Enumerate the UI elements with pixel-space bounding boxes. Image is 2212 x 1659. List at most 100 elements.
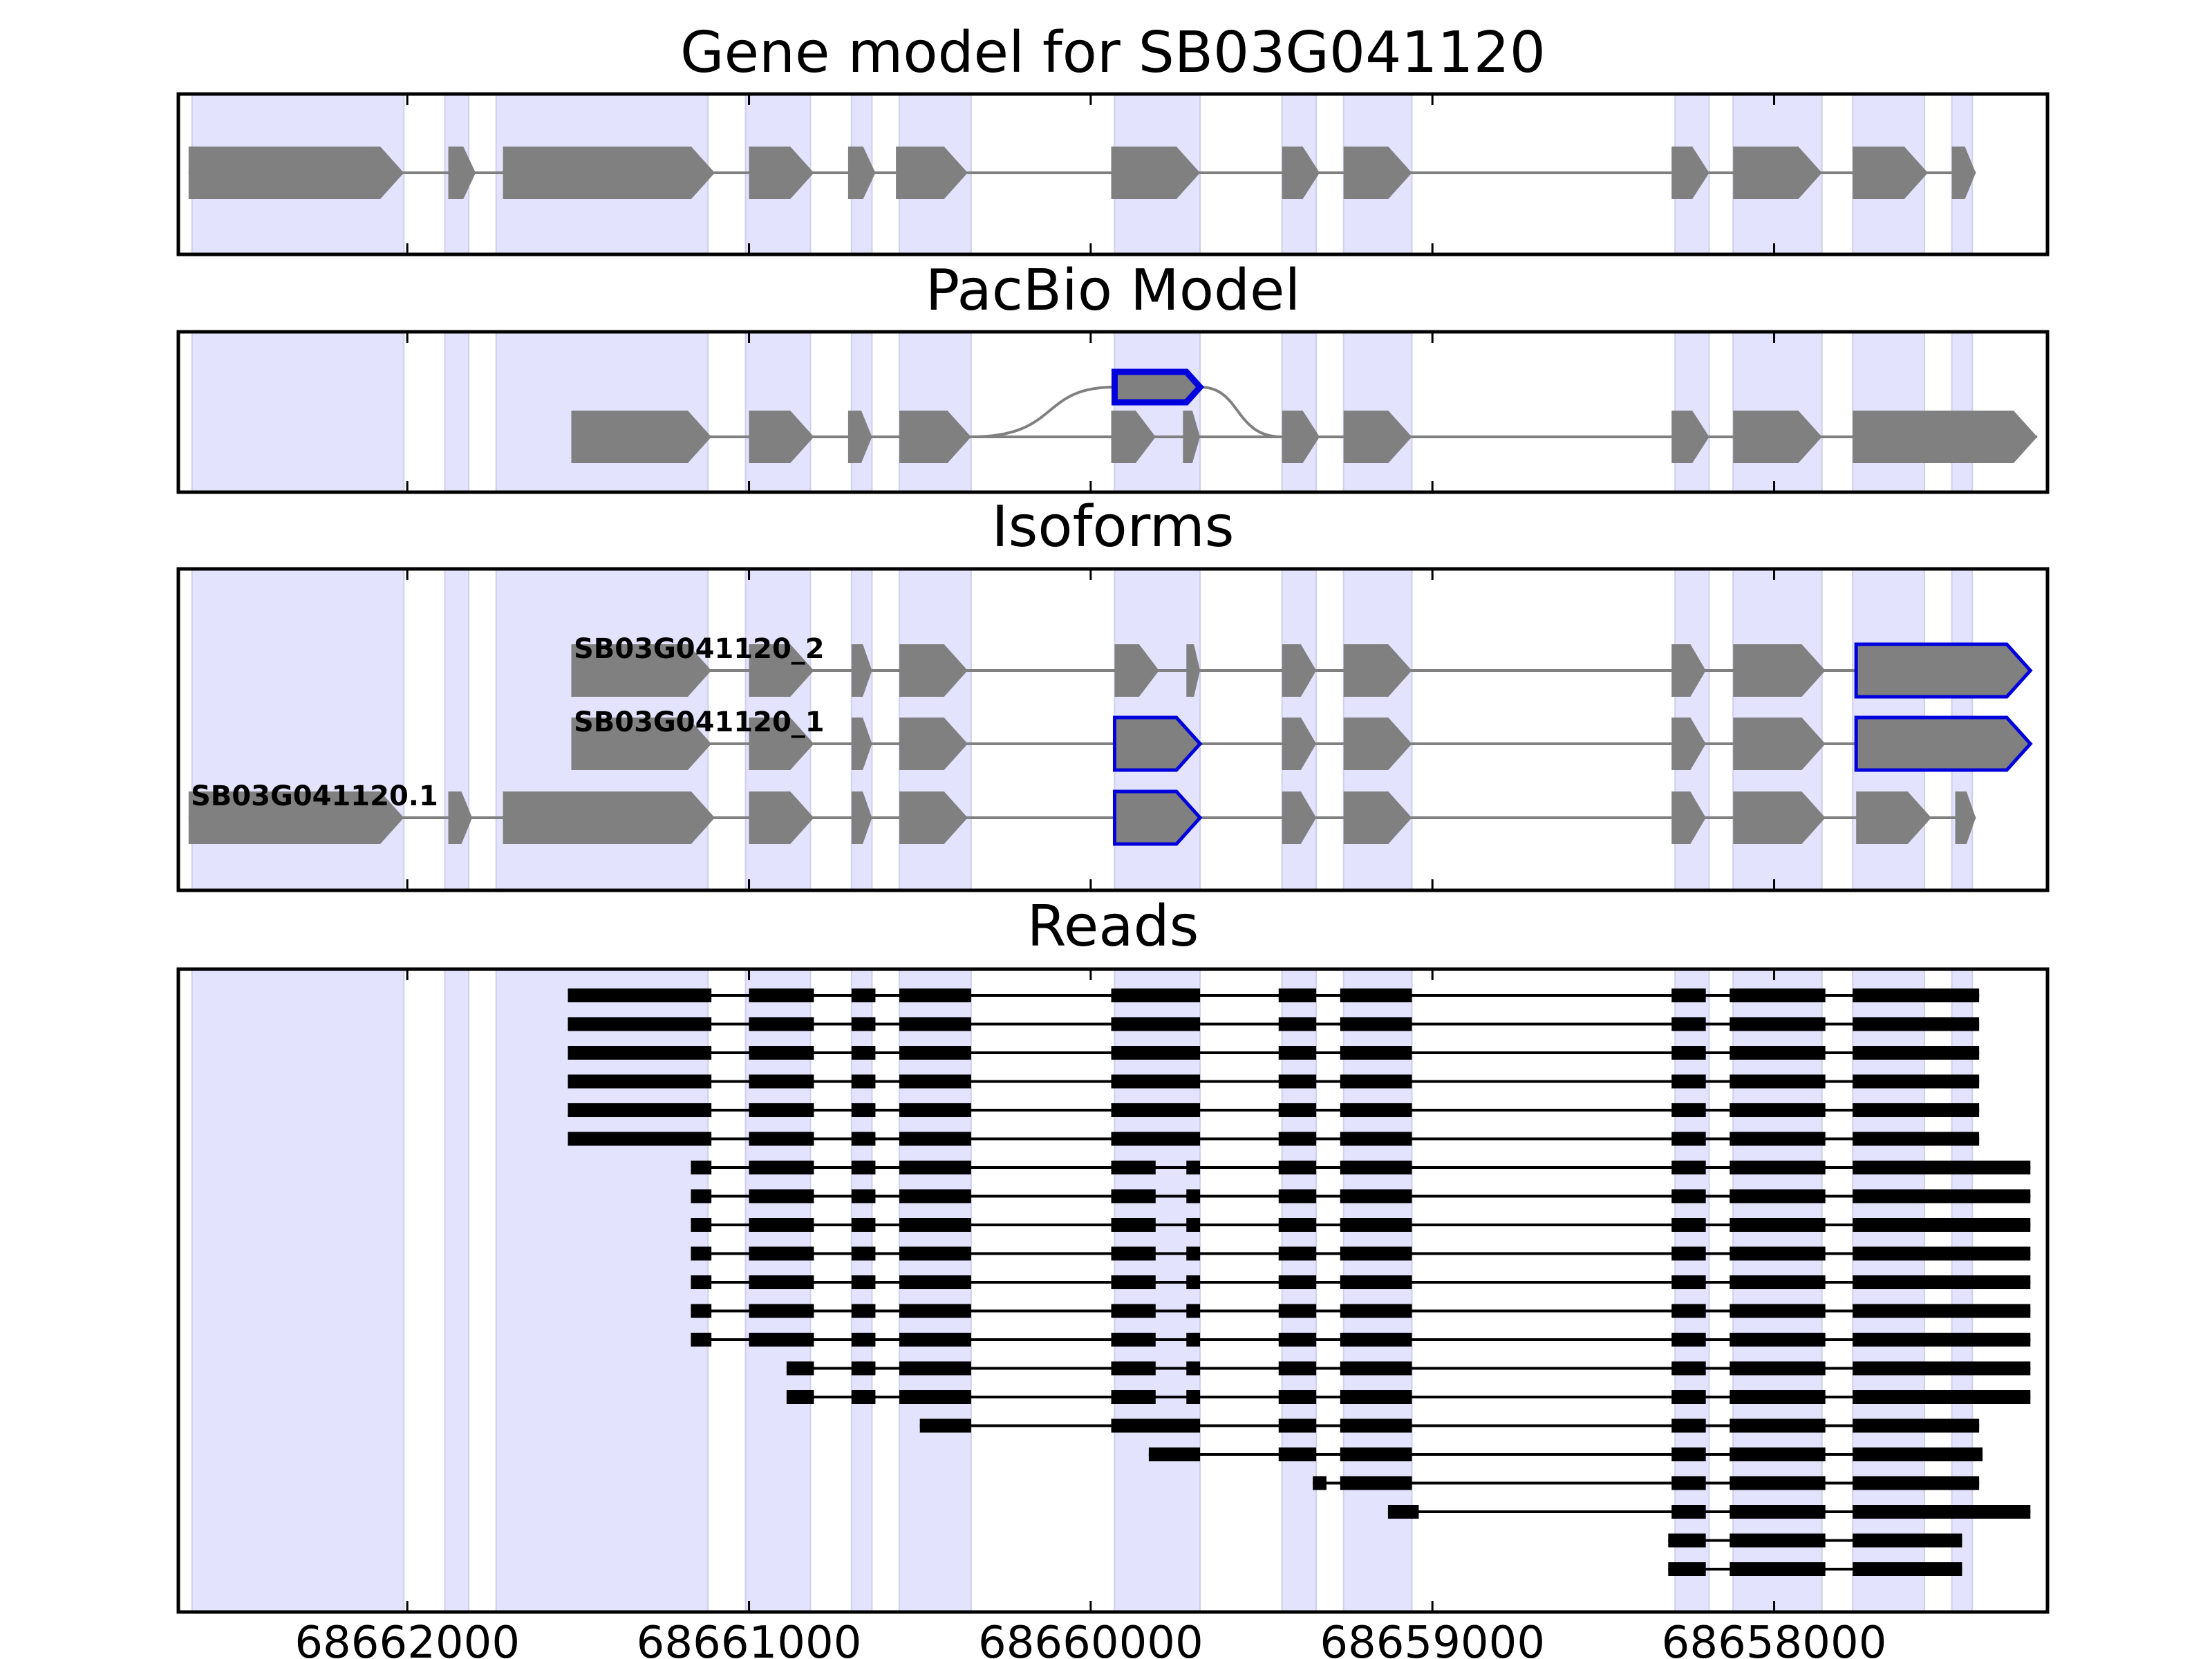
- exon: [899, 718, 968, 770]
- read-block: [691, 1161, 712, 1174]
- read-block: [1340, 1333, 1412, 1347]
- panel-title-gene-model: Gene model for SB03G041120: [680, 20, 1546, 86]
- read-block: [1340, 1246, 1412, 1261]
- panel-frame-reads: [176, 967, 2050, 1614]
- read-block: [1111, 1046, 1201, 1060]
- read-block: [1730, 1161, 1826, 1174]
- exon: [899, 791, 968, 844]
- exon: [1671, 644, 1706, 697]
- read-block: [568, 1132, 712, 1146]
- read-block: [1186, 1189, 1201, 1203]
- exon: [749, 147, 814, 199]
- read-block: [1111, 1333, 1156, 1347]
- x-tick-label: 68662000: [294, 1618, 520, 1659]
- read-block: [899, 988, 971, 1002]
- read-block: [1853, 1447, 1983, 1461]
- read-block: [1853, 1189, 2031, 1203]
- exon: [1111, 147, 1201, 199]
- read-block: [1853, 1505, 2031, 1519]
- read-block: [1186, 1333, 1201, 1347]
- exon: [749, 791, 814, 844]
- read-block: [851, 1161, 876, 1174]
- read-block: [899, 1275, 971, 1289]
- read-block: [1671, 1275, 1706, 1289]
- panel-isoforms: Isoforms SB03G041120_2 SB03G041120_1 SB0…: [176, 494, 2050, 892]
- read-block: [1730, 988, 1826, 1002]
- exon: [503, 147, 715, 199]
- read-block: [1730, 1074, 1826, 1089]
- read-block: [851, 1246, 876, 1261]
- read-block: [1668, 1533, 1706, 1548]
- read-block: [1671, 988, 1706, 1002]
- read-block: [1671, 1103, 1706, 1117]
- exon: [1282, 791, 1317, 844]
- panel-title-pacbio-model: PacBio Model: [926, 258, 1301, 324]
- read-block: [568, 988, 712, 1002]
- read-block: [1671, 1246, 1706, 1261]
- exon: [1282, 718, 1317, 770]
- exon: [1733, 411, 1822, 463]
- read-block: [1671, 1074, 1706, 1089]
- read-block: [749, 1275, 814, 1289]
- exon: [1671, 718, 1706, 770]
- read-block: [1111, 1418, 1201, 1433]
- read-block: [851, 1132, 876, 1146]
- read-block: [1111, 1132, 1201, 1146]
- read-block: [1671, 1333, 1706, 1347]
- alt-splice-curve-out: [1200, 386, 1282, 438]
- read-block: [1730, 1418, 1826, 1433]
- read-block: [899, 1246, 971, 1261]
- read-block: [749, 1103, 814, 1117]
- read-block: [1186, 1361, 1201, 1376]
- exon: [1186, 644, 1201, 697]
- read-block: [919, 1418, 971, 1433]
- read-block: [1730, 1476, 1826, 1490]
- read-block: [899, 1390, 971, 1404]
- read-block: [1340, 1390, 1412, 1404]
- read-block: [786, 1390, 814, 1404]
- read-block: [1111, 1189, 1156, 1203]
- read-block: [851, 988, 876, 1002]
- exon: [1733, 791, 1826, 844]
- exon-band-5: [850, 968, 873, 1613]
- read-block: [691, 1218, 712, 1232]
- read-block: [1671, 1447, 1706, 1461]
- read-block: [691, 1246, 712, 1261]
- isoform-label-3: SB03G041120.1: [191, 780, 438, 812]
- read-block: [1853, 1562, 1962, 1576]
- read-block: [1671, 1390, 1706, 1404]
- read-block: [1111, 1017, 1201, 1031]
- read-block: [749, 1017, 814, 1031]
- exon: [1853, 411, 2038, 463]
- read-block: [1730, 1246, 1826, 1261]
- exon: [1343, 147, 1412, 199]
- read-block: [851, 1074, 876, 1089]
- read-block: [1278, 1074, 1317, 1089]
- read-block: [1671, 1218, 1706, 1232]
- read-block: [1278, 1390, 1317, 1404]
- read-block: [568, 1017, 712, 1031]
- read-block: [1853, 1218, 2031, 1232]
- read-block: [851, 1189, 876, 1203]
- read-block: [1340, 1304, 1412, 1318]
- read-block: [1340, 988, 1412, 1002]
- exon: [1671, 791, 1706, 844]
- read-block: [1853, 988, 1980, 1002]
- x-tick-label: 68659000: [1320, 1618, 1545, 1659]
- exon: [503, 791, 715, 844]
- read-block: [1186, 1161, 1201, 1174]
- exon: [749, 411, 814, 463]
- read-block: [1278, 1103, 1317, 1117]
- read-block: [1730, 1189, 1826, 1203]
- read-block: [1278, 1161, 1317, 1174]
- read-block: [1853, 1017, 1980, 1031]
- read-block: [1148, 1447, 1201, 1461]
- read-block: [1853, 1275, 2031, 1289]
- read-block: [749, 1132, 814, 1146]
- read-block: [1278, 1246, 1317, 1261]
- exon: [1112, 789, 1203, 846]
- read-block: [1730, 1333, 1826, 1347]
- read-block: [691, 1304, 712, 1318]
- read-block: [1853, 1161, 2031, 1174]
- exon: [1282, 147, 1320, 199]
